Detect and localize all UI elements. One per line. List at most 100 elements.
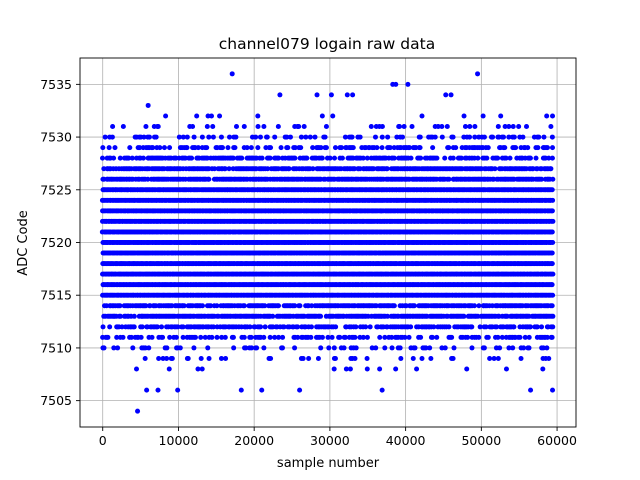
data-point — [292, 303, 298, 309]
data-point — [357, 334, 363, 340]
data-point — [549, 282, 555, 288]
data-point — [175, 324, 181, 330]
data-point — [549, 303, 555, 309]
data-point — [270, 313, 276, 319]
data-point — [146, 345, 152, 351]
data-point — [309, 303, 315, 309]
data-point — [337, 334, 343, 340]
data-point — [177, 345, 183, 351]
data-point — [464, 366, 470, 372]
data-point — [198, 355, 204, 361]
data-point — [504, 313, 510, 319]
data-point — [138, 334, 144, 340]
data-point — [120, 334, 126, 340]
data-point — [411, 303, 417, 309]
data-point — [156, 355, 162, 361]
data-point — [261, 345, 267, 351]
data-point — [414, 366, 420, 372]
data-point — [331, 345, 337, 351]
data-point — [540, 345, 546, 351]
data-point — [223, 355, 229, 361]
data-point — [469, 345, 475, 351]
data-point — [262, 303, 268, 309]
data-point — [142, 345, 148, 351]
data-point — [258, 324, 264, 330]
data-point — [360, 334, 366, 340]
data-point — [382, 334, 388, 340]
data-point — [429, 334, 435, 340]
data-point — [164, 355, 170, 361]
data-point — [206, 355, 212, 361]
data-point — [423, 345, 429, 351]
data-point — [315, 355, 321, 361]
data-point — [318, 313, 324, 319]
data-point — [100, 324, 106, 330]
data-point — [214, 334, 220, 340]
data-point — [540, 366, 546, 372]
data-point — [332, 355, 338, 361]
data-point — [373, 345, 379, 351]
data-point — [347, 366, 353, 372]
data-point — [249, 345, 255, 351]
data-point — [149, 334, 155, 340]
data-point — [205, 345, 211, 351]
data-point — [550, 240, 556, 245]
data-point — [222, 334, 228, 340]
data-point — [352, 334, 358, 340]
data-point — [230, 334, 236, 340]
data-point — [261, 334, 267, 340]
data-point — [406, 334, 412, 340]
data-point — [483, 324, 489, 330]
data-point — [326, 345, 332, 351]
data-point — [154, 324, 160, 330]
data-point — [352, 355, 358, 361]
data-point — [276, 303, 282, 309]
data-point — [248, 334, 254, 340]
data-point — [550, 176, 556, 182]
data-point — [262, 324, 268, 330]
data-point — [105, 334, 111, 340]
data-point — [389, 345, 395, 351]
data-point — [397, 345, 403, 351]
data-point — [160, 355, 166, 361]
data-point — [364, 334, 370, 340]
data-point — [382, 345, 388, 351]
data-point — [219, 334, 225, 340]
data-point — [114, 334, 120, 340]
data-point — [331, 366, 337, 372]
data-point — [295, 324, 301, 330]
data-point — [181, 303, 187, 309]
data-point — [549, 250, 555, 256]
data-point — [200, 303, 206, 309]
data-point — [419, 355, 425, 361]
data-point — [389, 334, 395, 340]
data-point — [377, 334, 383, 340]
data-point — [115, 345, 121, 351]
data-point — [280, 334, 286, 340]
data-point — [469, 324, 475, 330]
data-point — [281, 324, 287, 330]
data-point — [241, 303, 247, 309]
data-point — [134, 366, 140, 372]
data-point — [517, 334, 523, 340]
data-point — [550, 324, 556, 330]
data-point — [300, 355, 306, 361]
data-point — [449, 334, 455, 340]
data-point — [279, 345, 285, 351]
data-point — [247, 324, 253, 330]
data-point — [485, 334, 491, 340]
data-point — [549, 334, 555, 340]
data-point — [142, 355, 148, 361]
data-point — [231, 345, 237, 351]
data-point — [268, 355, 274, 361]
data-point — [173, 334, 179, 340]
data-point — [398, 355, 404, 361]
data-point — [369, 345, 375, 351]
data-point — [427, 345, 433, 351]
data-point — [159, 324, 165, 330]
data-point — [442, 345, 448, 351]
data-point — [391, 303, 397, 309]
data-point — [343, 366, 349, 372]
data-point — [295, 334, 301, 340]
data-point — [497, 345, 503, 351]
